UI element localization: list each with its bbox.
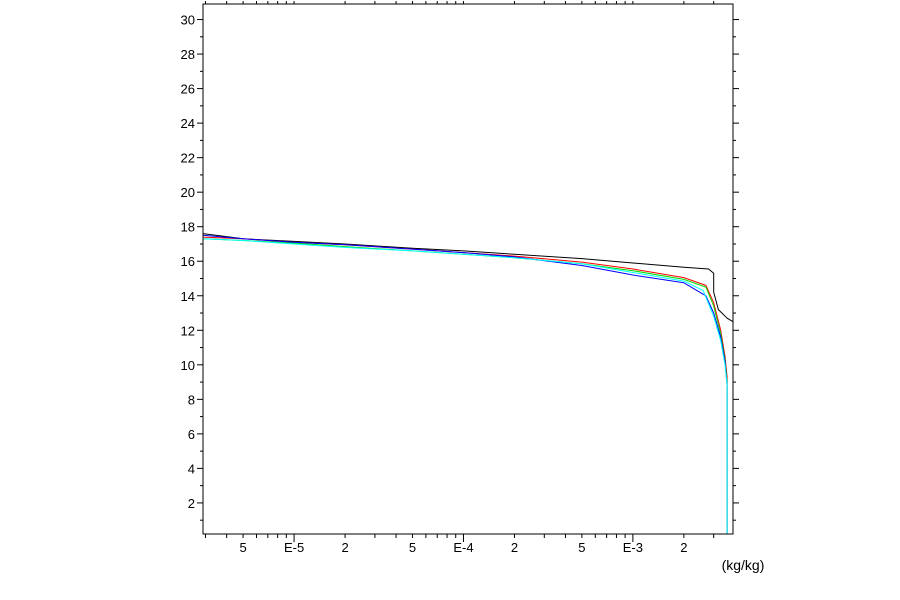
x-tick-label: 2 — [341, 540, 348, 555]
series-line-1 — [202, 233, 734, 323]
y-tick-label: 4 — [188, 461, 195, 476]
y-tick-label: 14 — [181, 289, 195, 304]
y-tick-label: 16 — [181, 254, 195, 269]
x-tick-label: E-4 — [453, 540, 473, 555]
y-tick-label: 10 — [181, 358, 195, 373]
series-line-5 — [202, 19, 728, 534]
x-tick-label: 5 — [578, 540, 585, 555]
x-tick-label: E-5 — [284, 540, 304, 555]
series-layer — [202, 4, 734, 534]
y-tick-label: 24 — [181, 116, 195, 131]
plot-frame — [202, 3, 734, 535]
x-tick-label: E-3 — [623, 540, 643, 555]
y-tick-label: 30 — [181, 13, 195, 28]
y-tick-label: 28 — [181, 47, 195, 62]
x-unit-label: (kg/kg) — [722, 557, 765, 573]
series-line-4 — [202, 166, 728, 534]
y-tick-label: 20 — [181, 185, 195, 200]
y-tick-label: 2 — [188, 496, 195, 511]
x-tick-label: 5 — [239, 540, 246, 555]
x-axis: 5 E-5 2 5 E-4 2 5 E-3 2 — [204, 1, 715, 555]
series-line-3 — [202, 71, 728, 534]
y-tick-label: 26 — [181, 82, 195, 97]
y-tick-label: 6 — [188, 427, 195, 442]
series-line-2 — [202, 4, 728, 534]
y-tick-label: 12 — [181, 323, 195, 338]
x-tick-label: 2 — [680, 540, 687, 555]
y-tick-label: 18 — [181, 220, 195, 235]
x-tick-label: 2 — [511, 540, 518, 555]
y-tick-label: 22 — [181, 151, 195, 166]
x-tick-label: 5 — [409, 540, 416, 555]
y-tick-label: 8 — [188, 392, 195, 407]
